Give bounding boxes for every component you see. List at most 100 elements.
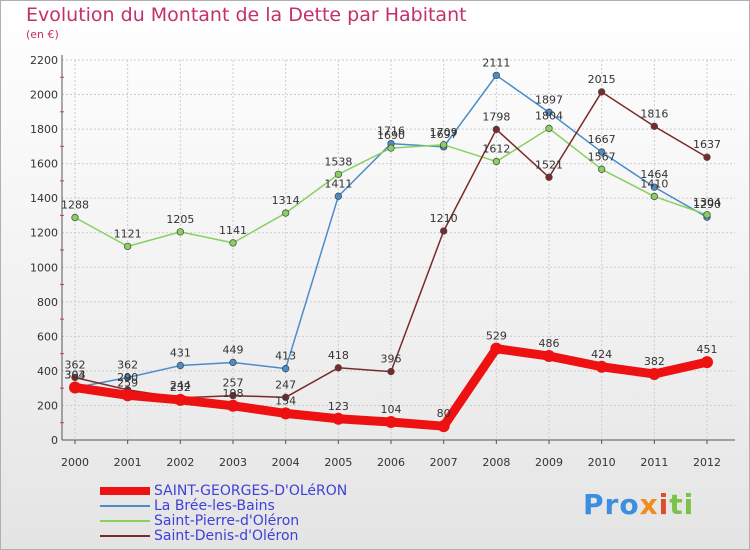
data-point (121, 389, 134, 402)
data-label: 104 (381, 403, 402, 416)
legend-label: Saint-Pierre-d'Oléron (154, 513, 300, 529)
y-tick-label: 1400 (30, 192, 58, 205)
y-tick-label: 1800 (30, 123, 58, 136)
legend-label: Saint-Denis-d'Oléron (154, 528, 299, 544)
data-point (174, 393, 187, 406)
logo-part: x (639, 488, 659, 521)
data-point (650, 192, 658, 201)
data-label: 247 (275, 378, 296, 391)
data-point (598, 148, 606, 156)
data-label: 2015 (588, 73, 616, 86)
chart-axes: 0 200 400 600 800 1000 1200 1400 1600 1800 2000 220… (30, 54, 735, 469)
data-point (437, 420, 450, 433)
x-tick-label: 2009 (535, 456, 563, 469)
data-label: 1716 (377, 125, 405, 138)
data-label: 198 (223, 387, 244, 400)
data-label: 1304 (693, 196, 721, 209)
data-point (648, 368, 661, 381)
x-tick-label: 2002 (166, 456, 194, 469)
data-label: 1205 (166, 213, 194, 226)
y-tick-label: 2200 (30, 54, 58, 67)
data-label: 290 (117, 371, 138, 384)
data-point (387, 144, 395, 152)
data-point (334, 364, 342, 372)
x-tick-label: 2007 (430, 456, 458, 469)
data-label: 1690 (377, 129, 405, 142)
data-label: 1210 (430, 212, 458, 225)
data-label: 362 (117, 358, 138, 371)
x-tick-label: 2000 (61, 456, 89, 469)
x-tick-label: 2004 (272, 456, 300, 469)
legend-swatch (100, 535, 150, 537)
y-tick-label: 800 (37, 296, 58, 309)
logo-part: ti (669, 488, 695, 521)
data-label: 123 (328, 400, 349, 413)
data-label: 1464 (640, 168, 668, 181)
data-point (598, 165, 606, 173)
data-point (387, 367, 395, 376)
data-label: 1897 (535, 93, 563, 106)
data-label: 382 (644, 355, 665, 368)
data-label: 1538 (324, 155, 352, 168)
chart-subtitle: (en €) (26, 28, 59, 41)
data-point (701, 356, 713, 369)
logo-part: i (658, 488, 670, 521)
data-label: 244 (170, 379, 191, 392)
data-point (492, 71, 500, 80)
data-label: 304 (65, 368, 86, 381)
data-point (492, 125, 500, 134)
logo-part: Pro (583, 488, 640, 521)
x-tick-label: 2011 (640, 456, 668, 469)
x-tick-label: 2012 (693, 456, 721, 469)
data-label: 362 (65, 358, 86, 371)
legend-swatch (100, 487, 150, 495)
data-label: 1290 (693, 198, 721, 211)
data-point (490, 342, 503, 355)
data-point (176, 228, 184, 236)
legend-swatch (100, 520, 150, 522)
legend-swatch (100, 505, 150, 507)
y-tick-label: 1000 (30, 261, 58, 274)
data-point (492, 157, 500, 166)
data-point (334, 192, 342, 200)
data-label: 1410 (640, 177, 668, 190)
data-label: 1612 (482, 143, 510, 156)
data-label: 486 (539, 337, 560, 350)
data-point (440, 227, 448, 235)
data-label: 418 (328, 349, 349, 362)
data-label: 303 (65, 369, 86, 382)
y-tick-label: 2000 (30, 89, 58, 102)
legend-label: La Brée-les-Bains (154, 498, 275, 514)
data-point (650, 183, 658, 191)
legend-label: SAINT-GEORGES-D'OLéRON (154, 483, 348, 499)
x-tick-label: 2010 (588, 456, 616, 469)
chart-data-labels: 304 259 232 198 154 123 104 80 529 486 424 382 451 30… (61, 56, 721, 420)
data-label: 1314 (272, 194, 300, 207)
y-tick-label: 1200 (30, 227, 58, 240)
data-label: 1521 (535, 158, 563, 171)
data-point (229, 391, 237, 400)
data-label: 424 (591, 348, 612, 361)
data-label: 1637 (693, 138, 721, 151)
data-point (703, 153, 711, 161)
y-tick-label: 600 (37, 330, 58, 343)
data-label: 431 (170, 347, 191, 360)
data-label: 1709 (430, 126, 458, 139)
chart-grid (62, 59, 735, 441)
data-label: 80 (437, 407, 451, 420)
data-label: 451 (697, 343, 718, 356)
data-label: 1567 (588, 150, 616, 163)
data-label: 2111 (482, 56, 510, 69)
x-tick-label: 2006 (377, 456, 405, 469)
data-label: 259 (117, 376, 138, 389)
data-label: 232 (170, 381, 191, 394)
data-label: 154 (275, 394, 296, 407)
data-point (282, 365, 290, 373)
data-point (543, 350, 555, 363)
data-label: 449 (223, 343, 244, 356)
chart-series (69, 71, 713, 433)
data-point (334, 170, 342, 178)
data-point (332, 412, 345, 425)
data-point (176, 361, 184, 370)
data-point (545, 173, 553, 181)
